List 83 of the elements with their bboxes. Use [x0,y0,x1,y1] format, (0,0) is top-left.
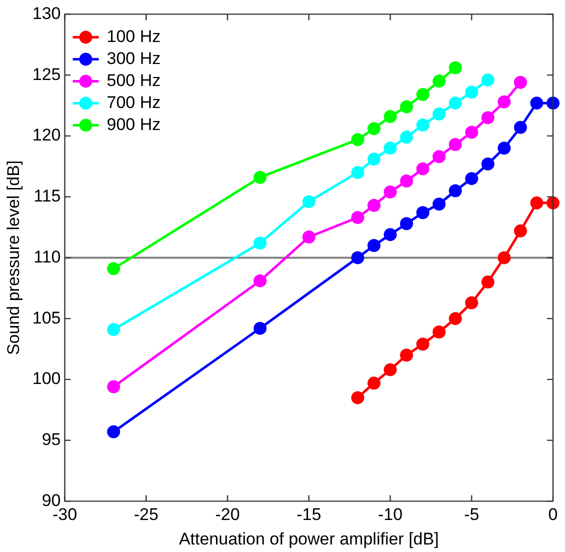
point [416,206,430,220]
point [432,150,446,164]
point [481,276,494,289]
point [302,195,316,208]
point [530,196,544,210]
point [465,172,478,186]
point [400,348,414,362]
point [367,376,380,390]
point [107,262,120,276]
legend-label: 300 Hz [106,48,161,68]
point [416,118,430,132]
point [416,88,430,102]
point [481,111,494,124]
point [448,184,462,198]
x-tick-label: -10 [378,505,403,524]
y-tick-label: 95 [42,430,61,450]
point [514,120,527,134]
point [416,338,430,351]
point [514,76,527,89]
legend-label: 100 Hz [106,26,161,46]
point [351,211,364,224]
point [498,251,511,264]
point [254,170,267,184]
point [432,74,446,88]
point [107,425,120,438]
y-axis-title: Sound pressure level [dB] [4,160,23,356]
point [498,142,511,155]
point [400,174,414,188]
point [254,236,267,250]
x-tick-label: 0 [548,505,558,524]
point [367,152,380,166]
point [481,73,494,86]
point [514,224,527,238]
point [384,228,397,242]
point [465,86,478,99]
point [107,380,120,394]
point [432,198,446,211]
point [367,122,380,136]
point [367,198,380,212]
point [384,185,397,198]
point [367,239,380,252]
point [351,251,364,264]
point [400,217,414,230]
point [384,363,397,376]
point [465,126,478,139]
x-tick-label: -20 [215,505,240,524]
point [254,322,267,335]
point [481,157,494,170]
y-tick-label: 120 [32,126,61,145]
point [465,296,478,310]
y-tick-label: 115 [34,186,61,206]
point [448,312,462,326]
x-tick-label: -15 [296,505,322,524]
point [400,130,414,144]
point [448,138,462,151]
point [448,61,462,74]
point [384,110,397,123]
point [351,133,364,146]
point [384,142,397,155]
y-tick-label: 110 [34,247,61,266]
y-tick-label: 130 [32,4,61,23]
point [302,230,316,244]
y-tick-label: 105 [32,308,61,328]
point [416,162,430,176]
point [254,274,267,288]
point [351,166,364,179]
point [400,100,414,114]
point [530,96,544,110]
legend-label: 700 Hz [106,92,161,112]
point [432,325,446,338]
x-tick-label: -5 [464,505,480,524]
legend-label: 500 Hz [106,70,161,90]
x-axis-title: Attenuation of power amplifier [dB] [178,529,439,548]
point [498,95,511,108]
legend-label: 900 Hz [106,114,161,134]
point [432,108,446,121]
point [107,323,120,336]
y-tick-label: 125 [32,64,61,84]
x-tick-label: -25 [134,505,158,524]
point [351,391,364,404]
point [448,96,462,110]
y-tick-label: 100 [32,369,61,388]
point [546,96,560,110]
